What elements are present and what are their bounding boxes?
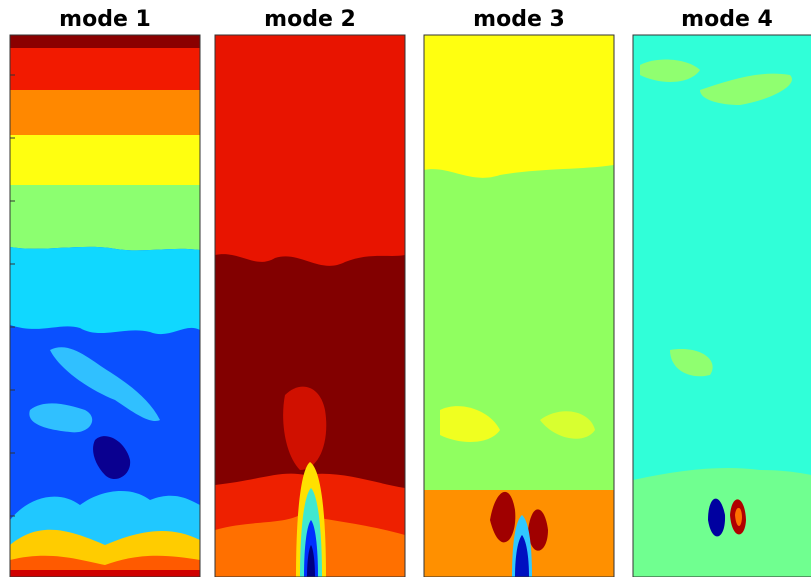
figure: mode 1 mode 2 mode 3 mode 4 (0, 0, 811, 577)
contour-panel (10, 35, 200, 577)
contour-panel (215, 35, 405, 577)
contour-panel (424, 35, 614, 577)
panel-title: mode 3 (473, 7, 565, 32)
panel-title: mode 2 (264, 7, 356, 32)
panel-title: mode 4 (681, 7, 773, 32)
contour-panel (633, 35, 811, 577)
panel-title: mode 1 (59, 7, 151, 32)
